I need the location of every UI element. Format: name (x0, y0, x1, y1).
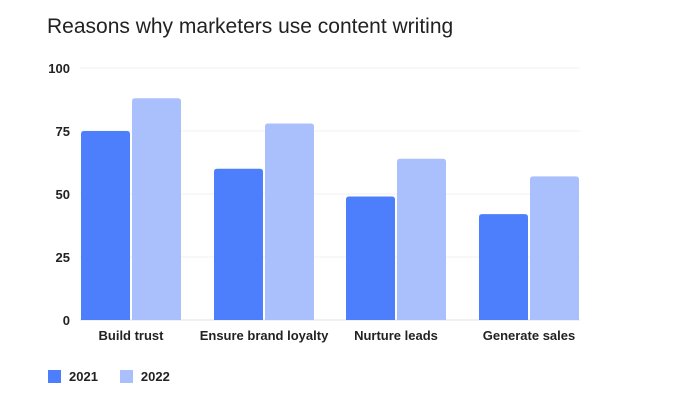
chart-title: Reasons why marketers use content writin… (47, 15, 454, 38)
legend-swatch-2021 (48, 370, 61, 383)
legend-label-2022: 2022 (140, 369, 170, 384)
bar-2022-nurture-leads (397, 158, 446, 320)
bar-2021-build-trust (81, 131, 130, 320)
bar-2021-nurture-leads (346, 196, 395, 320)
x-tick-label-generate-sales: Generate sales (483, 328, 576, 343)
x-tick-label-build-trust: Build trust (99, 328, 165, 343)
bar-2022-generate-sales (530, 176, 579, 320)
bar-2021-generate-sales (479, 214, 528, 320)
y-tick-label-0: 0 (63, 313, 70, 328)
y-tick-label-50: 50 (56, 187, 70, 202)
y-tick-label-25: 25 (56, 250, 70, 265)
legend-swatch-2022 (119, 370, 133, 383)
legend: 2021 2022 (48, 369, 192, 384)
x-tick-label-nurture-leads: Nurture leads (354, 328, 438, 343)
legend-label-2021: 2021 (69, 369, 98, 384)
bar-2022-build-trust (132, 98, 181, 321)
x-tick-label-ensure-brand-loyalty: Ensure brand loyalty (200, 328, 329, 343)
bar-2021-ensure-brand-loyalty (214, 168, 263, 320)
y-tick-label-100: 100 (48, 61, 70, 76)
legend-item-2022: 2022 (119, 369, 170, 384)
bar-2022-ensure-brand-loyalty (265, 123, 314, 320)
legend-item-2021: 2021 (48, 369, 98, 384)
y-tick-label-75: 75 (56, 124, 70, 139)
